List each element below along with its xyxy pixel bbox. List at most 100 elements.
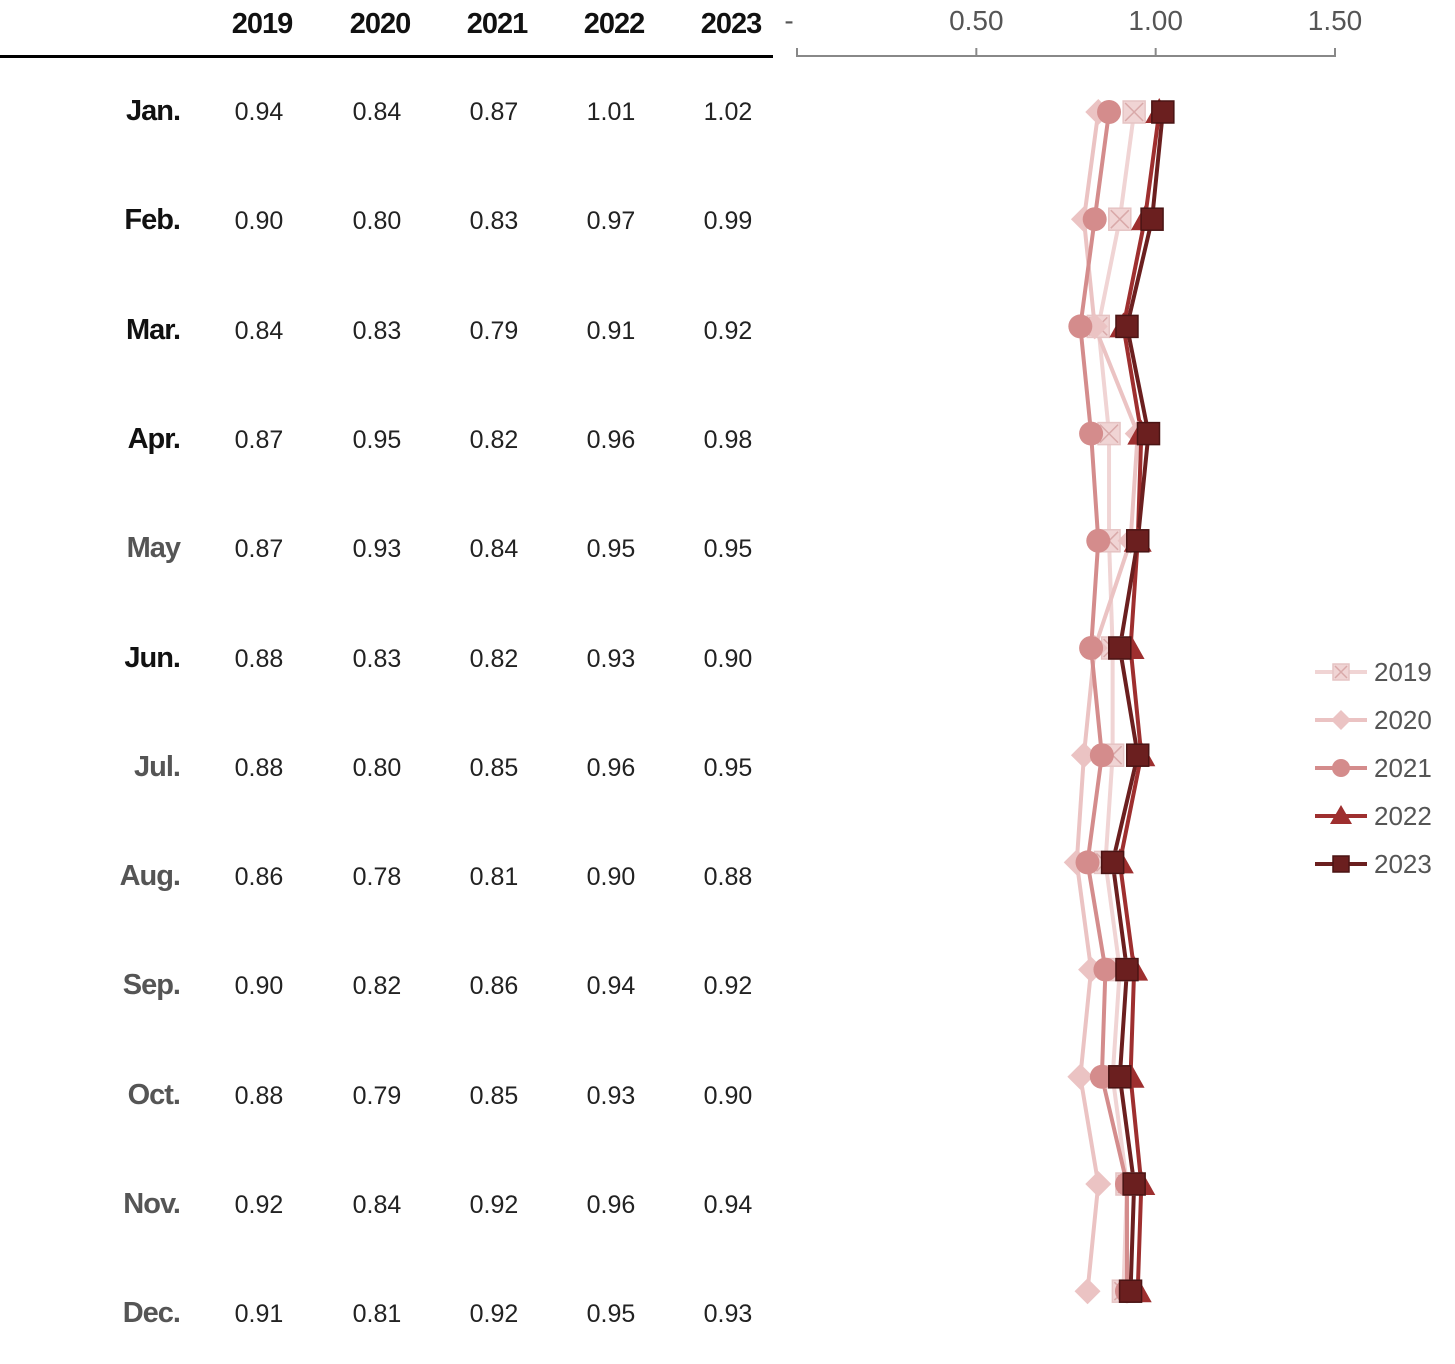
legend-marker-2020	[1331, 710, 1351, 730]
data-point-2023	[1140, 207, 1164, 231]
data-point-2023	[1108, 1065, 1132, 1089]
data-point-2019-x	[1124, 102, 1144, 122]
table-cell: 0.95	[703, 753, 753, 782]
data-point-2021	[1068, 314, 1093, 339]
data-point-2021	[1082, 207, 1107, 232]
data-point-2021	[1089, 1064, 1114, 1089]
table-cell: 0.87	[234, 535, 284, 564]
table-cell: 0.90	[703, 644, 753, 673]
data-point-2020	[1085, 1171, 1112, 1197]
data-point-2023	[1125, 743, 1150, 767]
table-cell: 0.82	[469, 644, 519, 673]
data-point-2021	[1086, 528, 1111, 553]
table-cell: 0.81	[352, 1300, 402, 1329]
row-label: Jan.	[125, 95, 181, 127]
data-point-2023	[1136, 421, 1161, 446]
data-point-2019-x	[1110, 209, 1130, 229]
table-cell: 1.02	[703, 98, 753, 126]
legend-label-2020: 2020	[1374, 705, 1432, 735]
table-cell: 0.84	[469, 535, 519, 564]
legend-label-2021: 2021	[1374, 753, 1432, 783]
table-cell: 0.85	[469, 753, 519, 782]
row-label: Aug.	[119, 860, 181, 893]
data-point-2023	[1108, 636, 1132, 660]
table-cell: 0.98	[703, 425, 753, 454]
table-cell: 0.93	[352, 535, 402, 564]
x-tick-label: 1.50	[1308, 5, 1363, 36]
table-cell: 0.96	[586, 425, 636, 454]
row-label: Apr.	[127, 422, 181, 455]
row-label: Jul.	[134, 750, 181, 783]
data-point-2023	[1118, 1279, 1143, 1303]
table-cell: 0.79	[469, 316, 519, 345]
table-cell: 0.92	[234, 1191, 284, 1219]
data-point-2021	[1097, 100, 1122, 124]
table-cell: 0.95	[352, 425, 402, 454]
legend-marker-2022	[1330, 805, 1352, 824]
legend-label-2023: 2023	[1374, 849, 1432, 879]
table-cell: 0.95	[586, 535, 636, 564]
table-cell: 0.97	[586, 207, 636, 236]
data-point-2023	[1122, 1172, 1146, 1196]
table-cell: 0.91	[586, 316, 636, 345]
data-point-2023	[1115, 314, 1139, 339]
table-cell: 0.92	[703, 972, 753, 1001]
table-cell: 0.91	[234, 1300, 284, 1329]
table-cell: 0.83	[352, 316, 402, 345]
table-cell: 0.92	[469, 1191, 519, 1219]
data-point-2020	[1070, 742, 1097, 769]
table-cell: 0.88	[703, 863, 753, 892]
table-cell: 0.93	[586, 1081, 636, 1110]
table-cell: 0.95	[586, 1300, 636, 1329]
row-label: Oct.	[127, 1078, 181, 1111]
legend-marker-2021	[1332, 759, 1350, 777]
data-point-2020	[1067, 1063, 1094, 1090]
table-cell: 0.84	[352, 1191, 402, 1219]
table-cell: 0.85	[469, 1081, 519, 1110]
row-label: Nov.	[123, 1188, 181, 1220]
row-label: Jun.	[124, 641, 181, 674]
series-line-2023	[1110, 111, 1165, 1292]
row-label: Dec.	[122, 1297, 181, 1330]
table-cell: 0.80	[352, 753, 402, 782]
table-cell: 0.96	[586, 753, 636, 782]
column-header-2023: 2023	[700, 8, 763, 40]
table-cell: 0.81	[469, 863, 519, 892]
table-cell: 0.90	[234, 972, 284, 1001]
data-point-2020	[1074, 1278, 1101, 1305]
x-tick-label: 0.50	[949, 5, 1004, 36]
data-point-2021	[1093, 957, 1118, 982]
data-point-2019-x	[1099, 424, 1119, 444]
data-point-2023	[1115, 957, 1139, 982]
data-point-2023	[1151, 100, 1175, 124]
table-cell: 0.96	[586, 1191, 636, 1219]
line-chart: - 0.50 1.00 1.50 2019 2020 2021 2022 2023	[784, 5, 1432, 1305]
data-point-2021	[1089, 743, 1114, 768]
data-point-2021	[1079, 636, 1104, 660]
column-header-2021: 2021	[466, 8, 529, 40]
header-rule	[0, 55, 773, 58]
x-tick-label: -	[784, 5, 793, 36]
data-point-2020	[1078, 956, 1105, 983]
legend-marker-2023	[1332, 855, 1350, 873]
table-cell: 0.78	[352, 863, 402, 892]
legend-marker-2019-x	[1334, 665, 1348, 679]
table-cell: 0.87	[469, 98, 519, 126]
series-line-2021	[1078, 111, 1129, 1292]
data-point-2023	[1125, 529, 1150, 553]
table-cell: 0.99	[703, 207, 753, 236]
table-cell: 1.01	[586, 98, 636, 126]
table-cell: 0.90	[586, 863, 636, 892]
table-cell: 0.79	[352, 1081, 402, 1110]
table-cell: 0.82	[352, 972, 402, 1001]
table-cell: 0.83	[469, 207, 519, 236]
table-cell: 0.86	[234, 863, 284, 892]
column-header-2022: 2022	[583, 8, 646, 40]
series-line-2020	[1074, 111, 1140, 1292]
table-cell: 0.94	[586, 972, 636, 1001]
table-cell: 0.80	[352, 207, 402, 236]
table-cell: 0.84	[352, 98, 402, 126]
data-point-2023	[1100, 850, 1125, 875]
table-cell: 0.86	[469, 972, 519, 1001]
table-cell: 0.94	[234, 98, 284, 126]
